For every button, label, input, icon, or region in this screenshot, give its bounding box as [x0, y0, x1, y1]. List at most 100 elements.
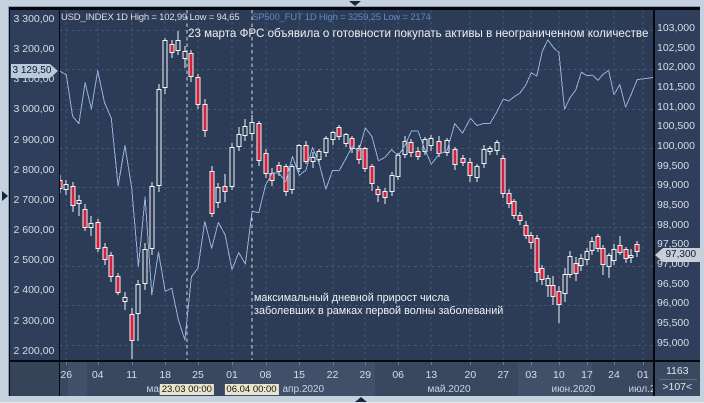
right-price-axis[interactable]: 103,000 102,500 102,000 101,500 101,000 100,5… [654, 10, 700, 360]
candle-body-down [506, 193, 512, 204]
candle-body-down [108, 255, 114, 277]
time-axis-day-label: 03 [525, 368, 538, 381]
right-axis-label: 97,500 [657, 238, 690, 251]
plot-area[interactable]: USD_INDEX 1D High = 102,99 Low = 94,65 S… [60, 10, 653, 360]
time-axis-tick [66, 362, 68, 365]
candle-body-down [550, 285, 556, 297]
candle-body-up [395, 155, 401, 177]
candle-body-up [567, 256, 573, 275]
time-axis-day-label: 27 [497, 368, 510, 381]
candle-body-down [303, 145, 309, 162]
time-axis-tick [198, 362, 199, 365]
right-axis-label: 100,000 [657, 140, 695, 153]
candle-body-down [408, 142, 414, 153]
legend-usd-index[interactable]: USD_INDEX 1D High = 102,99 Low = 94,65 [61, 11, 240, 23]
candle-body-up [63, 184, 69, 190]
left-price-axis[interactable]: 3 300,00 3 200,00 3 100,00 3 000,00 2 900,00… [10, 10, 59, 360]
event-date-flag[interactable]: 23.03 00:00 [159, 384, 214, 395]
candle-body-up [182, 51, 188, 59]
candle-body-up [215, 187, 221, 203]
time-axis-day-label: 01 [226, 368, 238, 381]
candle-body-up [487, 148, 493, 152]
candle-body-up [389, 175, 395, 192]
right-axis-label: 101,500 [657, 81, 695, 94]
candle-body-up [316, 151, 322, 160]
candle-body-up [545, 278, 551, 286]
candle-body-down [129, 314, 135, 341]
time-axis-tick [558, 362, 560, 365]
candle-body-down [263, 153, 269, 174]
left-axis-label: 2 500,00 [13, 254, 55, 267]
candle-body-down [276, 165, 282, 172]
candle-body-up [162, 40, 168, 88]
left-axis-label: 2 900,00 [13, 133, 55, 146]
right-axis-label: 97,000 [657, 258, 690, 271]
candle-body-up [562, 274, 568, 294]
badge-background [662, 247, 701, 262]
candle-body-down [534, 238, 540, 273]
candle-body-up [135, 284, 141, 314]
axis-month-shade [518, 362, 592, 396]
candle-body-up [156, 89, 162, 186]
left-axis-label: 3 200,00 [13, 43, 55, 55]
candle-body-up [606, 255, 612, 267]
bar-counter-box: 1163 >107< [654, 362, 700, 396]
candle-body-up [343, 134, 349, 144]
candle-body-up [474, 166, 480, 178]
candle-body-up [142, 249, 148, 284]
right-axis-label: 100,500 [657, 120, 695, 133]
candle-body-down [169, 44, 175, 53]
candle-body-down [523, 225, 529, 236]
candle-body-up [175, 40, 181, 51]
candle-body-down [573, 263, 579, 274]
badge-price-text: 3 129,50 [12, 64, 52, 76]
candle-body-down [517, 215, 523, 221]
scroll-marker-left-icon[interactable] [2, 191, 8, 201]
candle-body-up [481, 149, 487, 164]
candle-body-down [452, 149, 458, 165]
candle-body-down [617, 245, 623, 253]
time-axis-tick [131, 362, 133, 365]
time-axis-tick [398, 362, 400, 365]
candle-body-up [584, 251, 590, 260]
time-axis-tick [299, 362, 301, 365]
badge-arrow-right-icon [49, 63, 58, 78]
candle-body-up [494, 142, 500, 151]
candle-body-up [444, 140, 450, 153]
right-axis-label: 99,000 [657, 179, 690, 192]
time-axis-tick [643, 362, 644, 365]
candle-body-down [95, 222, 101, 249]
candle-body-down [60, 180, 63, 189]
candle-body-up [330, 132, 336, 140]
right-axis-label: 96,000 [657, 297, 690, 310]
time-axis-tick [431, 362, 433, 365]
time-axis-day-label: 04 [91, 368, 104, 381]
time-axis-tick [614, 362, 615, 365]
candle-body-down [600, 248, 606, 265]
time-axis-day-label: 24 [608, 368, 620, 381]
candle-body-down [415, 151, 421, 157]
time-axis-month-label: май.2020 [427, 383, 471, 395]
candle-body-down [115, 276, 121, 293]
time-axis-day-label: 01 [637, 368, 649, 381]
time-axis-day-label: 08 [259, 368, 272, 381]
chart-canvas[interactable] [60, 10, 653, 360]
time-axis-tick [97, 362, 99, 365]
left-axis-label: 3 100,00 [13, 73, 55, 86]
candle-body-up [323, 138, 329, 153]
scroll-marker-bottom-icon[interactable] [355, 397, 367, 402]
candle-body-down [369, 166, 375, 184]
candle-body-down [595, 236, 601, 249]
right-axis-label: 95,500 [657, 317, 690, 330]
left-axis-label: 2 800,00 [13, 163, 55, 176]
candle-body-down [349, 138, 355, 149]
legend-sp500-fut[interactable]: SP500_FUT 1D High = 3259,25 Low = 2174 [252, 11, 431, 23]
left-axis-label: 2 700,00 [13, 193, 55, 206]
right-axis-label: 102,000 [657, 61, 695, 74]
scroll-marker-top-icon[interactable] [349, 1, 361, 6]
time-axis-day-label: 26 [60, 368, 73, 381]
time-axis[interactable]: 26 04 11 18 25 01 08 15 22 29 06 13 20 27 03 10 17 24 01 ма… [60, 362, 653, 396]
candle-body-up [149, 186, 155, 249]
annotation-fed-qe: 23 марта ФРС объявила о готовности покуп… [188, 26, 649, 40]
event-date-flag[interactable]: 06.04 00:00 [224, 384, 279, 395]
